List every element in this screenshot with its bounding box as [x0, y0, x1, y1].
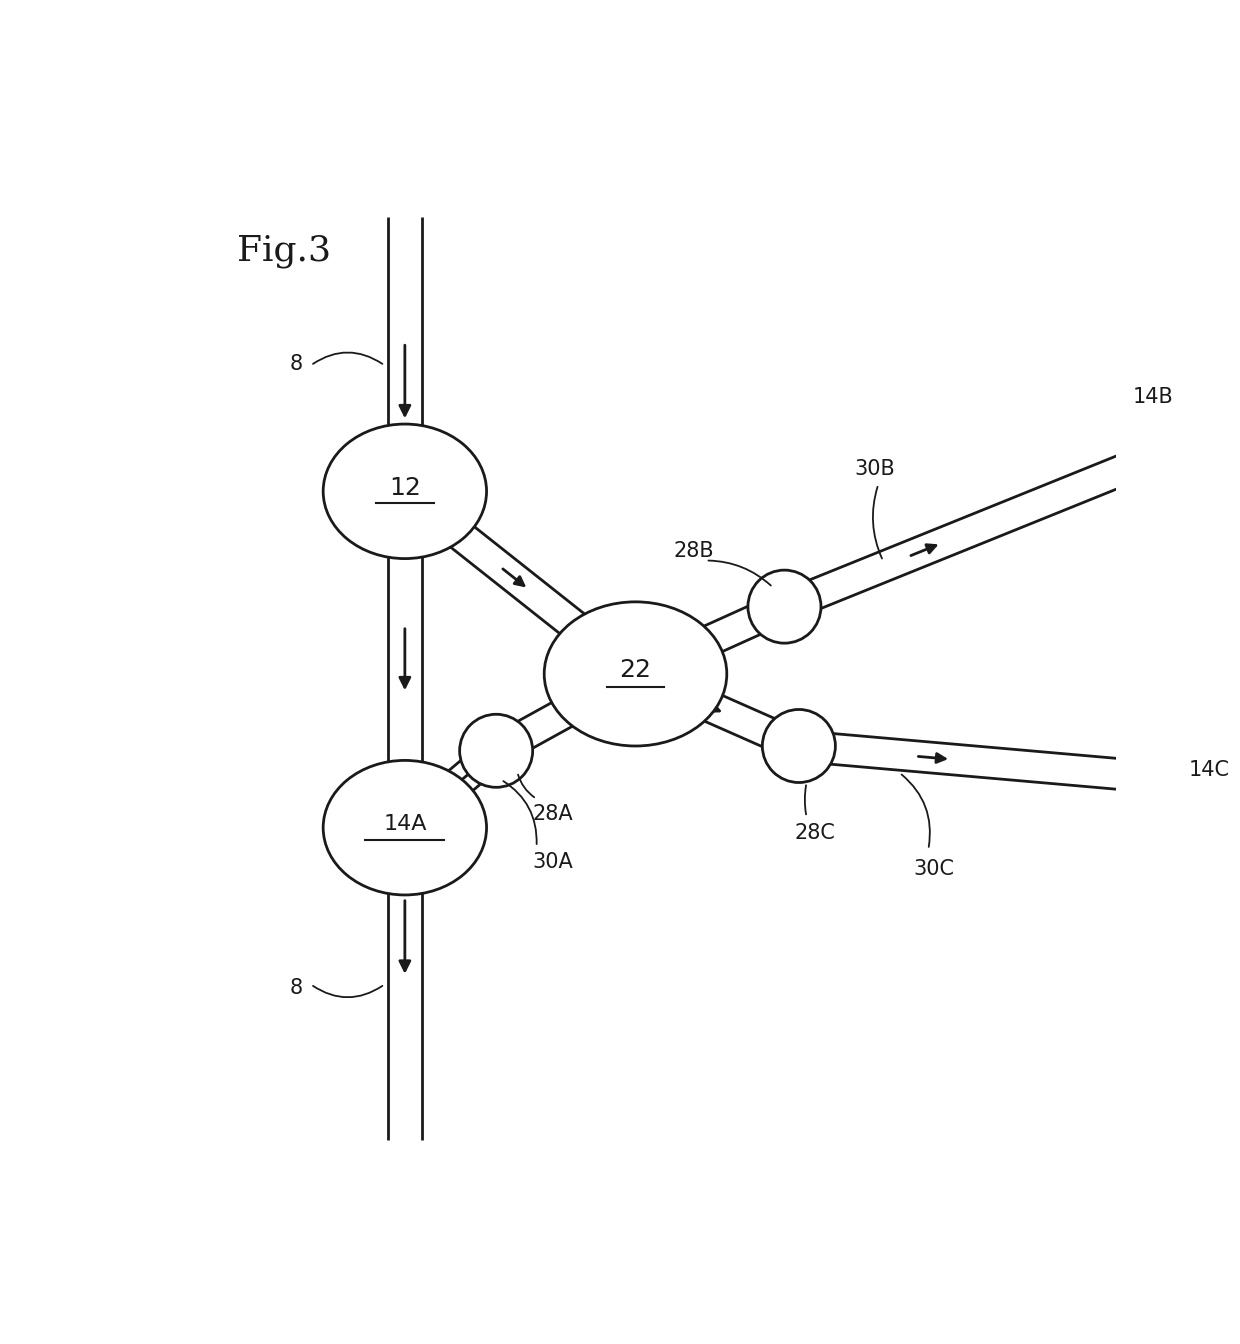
Ellipse shape: [324, 425, 486, 559]
Text: 30B: 30B: [854, 460, 895, 480]
Text: 30C: 30C: [914, 859, 955, 879]
Text: 28C: 28C: [794, 823, 835, 843]
Text: 8: 8: [290, 978, 303, 999]
Ellipse shape: [748, 570, 821, 644]
Ellipse shape: [763, 710, 836, 782]
Text: 28B: 28B: [675, 540, 714, 560]
Text: 30A: 30A: [533, 852, 573, 872]
Ellipse shape: [460, 714, 533, 788]
Text: 14A: 14A: [383, 814, 427, 835]
Text: 28A: 28A: [533, 804, 573, 824]
Text: 8: 8: [290, 353, 303, 374]
Text: 12: 12: [389, 476, 420, 500]
Ellipse shape: [544, 602, 727, 746]
Ellipse shape: [324, 761, 486, 895]
Text: 22: 22: [620, 659, 651, 683]
Text: Fig.3: Fig.3: [237, 234, 331, 267]
Text: 14B: 14B: [1132, 387, 1173, 407]
Text: 14C: 14C: [1189, 759, 1230, 780]
